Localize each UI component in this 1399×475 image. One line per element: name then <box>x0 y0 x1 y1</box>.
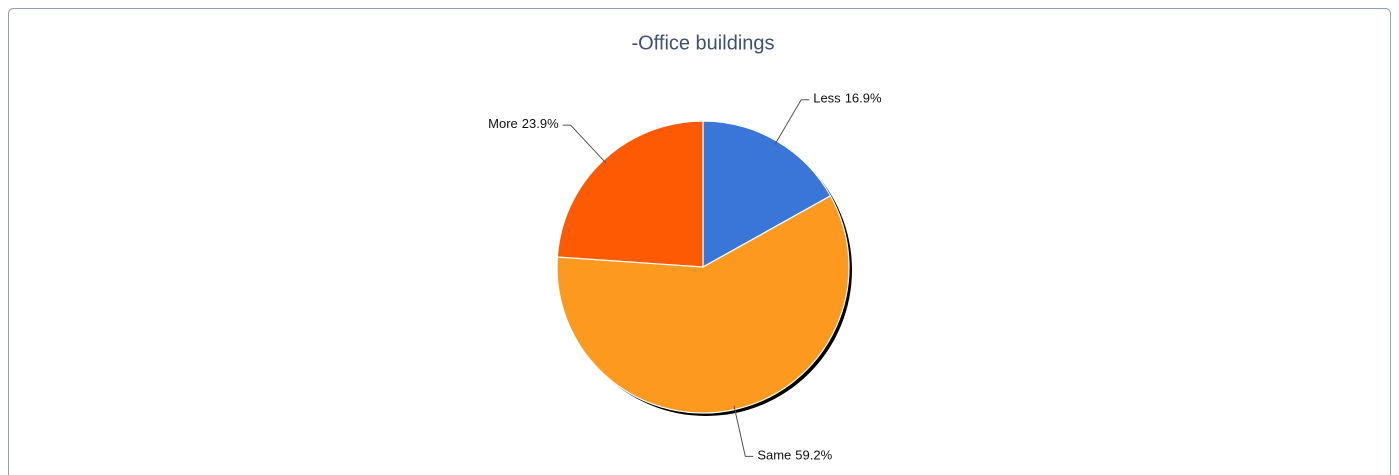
category-label: Less <box>813 91 841 106</box>
leader-line <box>774 99 810 145</box>
category-label: More <box>488 117 518 132</box>
data-label: Less 16.9% <box>813 91 882 106</box>
chart-title: -Office buildings <box>631 32 774 54</box>
value-label: 23.9% <box>522 117 559 132</box>
leader-line <box>733 405 754 457</box>
value-label: 16.9% <box>845 91 882 106</box>
data-label: Same 59.2% <box>757 448 832 463</box>
category-label: Same <box>757 448 791 463</box>
leader-line <box>562 124 607 164</box>
data-label: More 23.9% <box>488 117 559 132</box>
value-label: 59.2% <box>795 448 832 463</box>
